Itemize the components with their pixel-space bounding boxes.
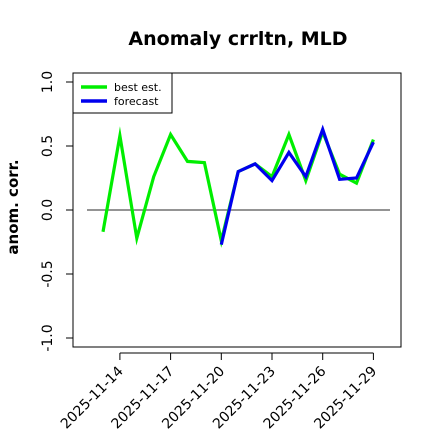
legend-box	[72, 72, 173, 114]
y-tick-label: 0.0	[40, 199, 56, 221]
y-tick-label: 0.5	[40, 135, 56, 157]
series-layer	[101, 124, 375, 248]
series-line-0	[101, 126, 375, 248]
x-axis: 2025-11-142025-11-172025-11-202025-11-23…	[58, 352, 380, 432]
legend-label: best est.	[114, 81, 162, 94]
chart-title: Anomaly crrltn, MLD	[128, 28, 347, 50]
y-axis: -1.0 -0.5 0.0 0.5 1.0	[40, 71, 74, 352]
legend: best est.forecast	[72, 72, 173, 114]
y-axis-label: anom. corr.	[4, 159, 22, 254]
legend-label: forecast	[114, 95, 159, 108]
y-tick-label: -0.5	[40, 260, 56, 287]
y-tick-label: 1.0	[40, 71, 56, 93]
y-tick-label: -1.0	[40, 324, 56, 351]
series-line-1	[219, 124, 375, 245]
